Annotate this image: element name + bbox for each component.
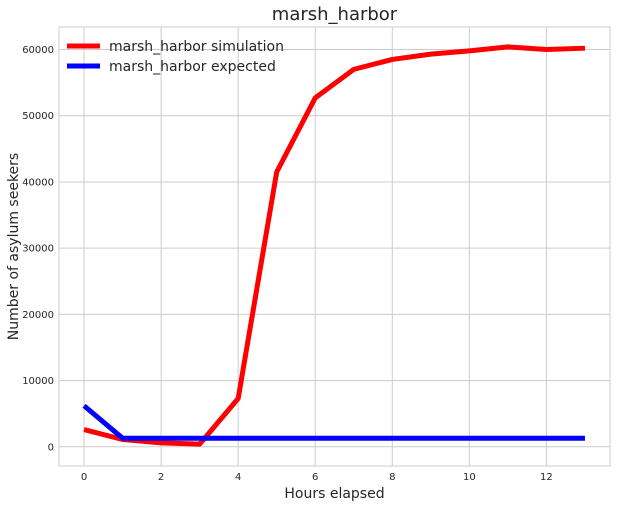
- series-lines: [82, 44, 586, 447]
- x-tick-label: 8: [389, 472, 395, 483]
- x-axis-label: Hours elapsed: [284, 486, 384, 502]
- y-tick-label: 20000: [22, 310, 54, 321]
- y-tick-labels: 0 10000 20000 30000 40000 50000 60000: [22, 45, 54, 453]
- y-tick-label: 30000: [22, 244, 54, 255]
- legend-label-simulation: marsh_harbor simulation: [109, 39, 284, 55]
- x-tick-labels: 0 2 4 6 8 10 12: [81, 472, 553, 483]
- x-tick-label: 2: [158, 472, 164, 483]
- x-tick-label: 10: [463, 472, 476, 483]
- plot-area: [58, 26, 611, 467]
- y-tick-label: 60000: [22, 45, 54, 56]
- y-axis-label: Number of asylum seekers: [6, 153, 22, 340]
- x-tick-label: 12: [540, 472, 553, 483]
- x-tick-label: 0: [81, 472, 87, 483]
- x-tick-label: 4: [235, 472, 241, 483]
- series-line-simulation: [83, 44, 586, 447]
- legend: marsh_harbor simulation marsh_harbor exp…: [67, 39, 284, 75]
- x-tick-label: 6: [312, 472, 318, 483]
- y-tick-label: 50000: [22, 111, 54, 122]
- chart-title: marsh_harbor: [272, 4, 398, 25]
- y-tick-label: 40000: [22, 177, 54, 188]
- series-line-expected: [82, 403, 585, 441]
- y-tick-label: 10000: [22, 376, 54, 387]
- legend-label-expected: marsh_harbor expected: [109, 59, 276, 75]
- y-tick-label: 0: [48, 442, 54, 453]
